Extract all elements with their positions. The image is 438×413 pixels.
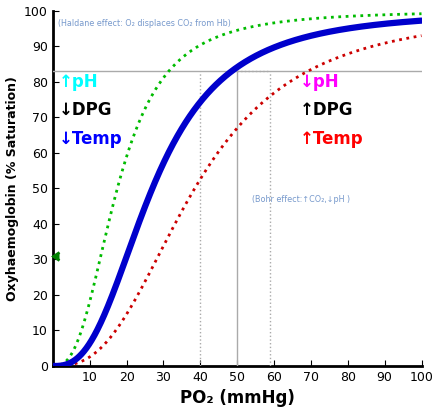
Text: (Bohr effect:↑CO₂,↓pH ): (Bohr effect:↑CO₂,↓pH ) [251,195,349,204]
Y-axis label: Oxyhaemoglobin (% Saturation): Oxyhaemoglobin (% Saturation) [6,76,18,301]
Text: ↓DPG: ↓DPG [58,101,112,119]
Text: (Haldane effect: O₂ displaces CO₂ from Hb): (Haldane effect: O₂ displaces CO₂ from H… [58,19,231,28]
Text: ↓Temp: ↓Temp [58,130,122,147]
X-axis label: PO₂ (mmHg): PO₂ (mmHg) [179,389,294,408]
Text: ↑pH: ↑pH [58,73,98,90]
Text: ↑Temp: ↑Temp [299,130,363,147]
Text: ↓pH: ↓pH [299,73,339,90]
Text: ↑DPG: ↑DPG [299,101,353,119]
